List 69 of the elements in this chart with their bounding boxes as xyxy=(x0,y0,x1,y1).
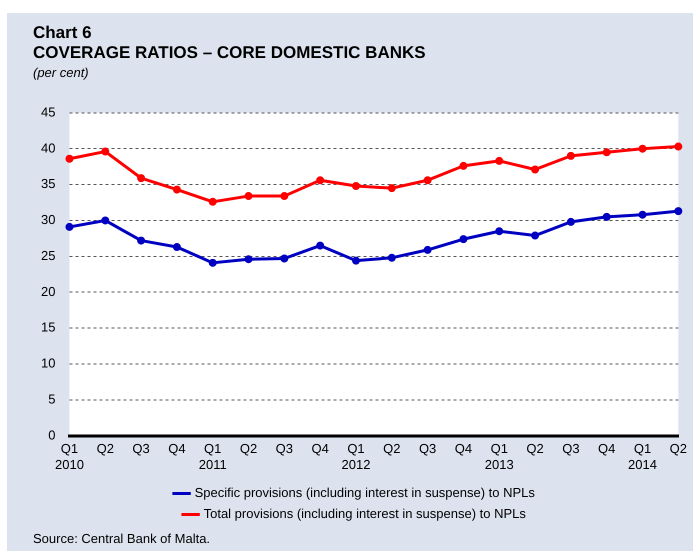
y-tick-label: 25 xyxy=(40,248,56,263)
x-tick-label: Q4 xyxy=(168,441,186,456)
point xyxy=(101,148,110,156)
point xyxy=(674,142,682,151)
point xyxy=(244,192,253,200)
x-tick-label: Q2 xyxy=(383,441,400,456)
x-tick-label: Q1 2014 xyxy=(628,441,657,472)
point xyxy=(316,242,324,250)
point xyxy=(172,243,181,252)
point xyxy=(459,235,468,244)
point xyxy=(280,192,288,200)
point xyxy=(638,210,647,219)
y-tick-label: 35 xyxy=(40,176,56,192)
x-tick-label: Q3 xyxy=(276,441,294,456)
point xyxy=(495,227,504,236)
chart-subtitle: (per cent) xyxy=(33,65,89,80)
legend-label: Specific provisions (including interest in suspense) to NPLs xyxy=(194,485,536,500)
x-tick-label: Q2 xyxy=(526,441,544,456)
point xyxy=(388,184,396,192)
point xyxy=(352,256,360,265)
point xyxy=(602,148,611,156)
point xyxy=(244,255,253,264)
source-note: Source: Central Bank of Malta. xyxy=(33,531,210,546)
x-tick-label: Q2 xyxy=(96,441,114,456)
y-tick-label: 15 xyxy=(40,320,56,335)
point xyxy=(137,174,146,182)
legend-label: Total provisions (including interest in suspense) to NPLs xyxy=(204,506,526,522)
point xyxy=(137,236,146,245)
point xyxy=(208,258,217,267)
x-tick-label: Q4 xyxy=(598,441,616,456)
x-tick-label: Q2 xyxy=(670,441,687,456)
point xyxy=(602,212,611,221)
x-tick-label: Q1 2010 xyxy=(55,441,84,472)
point xyxy=(65,222,74,231)
point xyxy=(424,176,432,184)
x-tick-label: Q2 xyxy=(240,441,258,456)
x-tick-label: Q3 xyxy=(418,441,436,456)
x-tick-label: Q1 2012 xyxy=(342,441,370,472)
point xyxy=(101,216,110,224)
point xyxy=(638,144,647,153)
point xyxy=(352,182,360,190)
x-tick-label: Q3 xyxy=(562,441,580,456)
y-tick-label: 40 xyxy=(40,140,56,156)
point xyxy=(566,218,575,226)
y-tick-label: 5 xyxy=(48,391,56,406)
point xyxy=(172,186,181,194)
x-tick-label: Q4 xyxy=(454,441,472,456)
point xyxy=(495,156,504,165)
x-tick-label: Q1 2013 xyxy=(484,441,514,472)
y-tick-label: 0 xyxy=(48,427,56,442)
point xyxy=(459,162,468,170)
point xyxy=(674,207,682,216)
x-tick-label: Q4 xyxy=(312,441,329,456)
point xyxy=(566,152,575,160)
point xyxy=(531,166,540,174)
point xyxy=(316,176,324,184)
point xyxy=(65,154,74,163)
x-tick-label: Q1 2011 xyxy=(198,441,227,472)
y-tick-label: 20 xyxy=(40,284,56,299)
y-tick-label: 10 xyxy=(40,356,56,371)
y-tick-label: 45 xyxy=(40,104,56,120)
point xyxy=(424,246,432,254)
chart-title: Chart 6 COVERAGE RATIOS – CORE DOMESTIC BANKS xyxy=(33,23,426,63)
point xyxy=(388,254,396,262)
y-tick-label: 30 xyxy=(40,212,56,228)
point xyxy=(208,198,217,206)
point xyxy=(280,254,288,263)
x-tick-label: Q3 xyxy=(132,441,150,456)
point xyxy=(531,232,540,240)
